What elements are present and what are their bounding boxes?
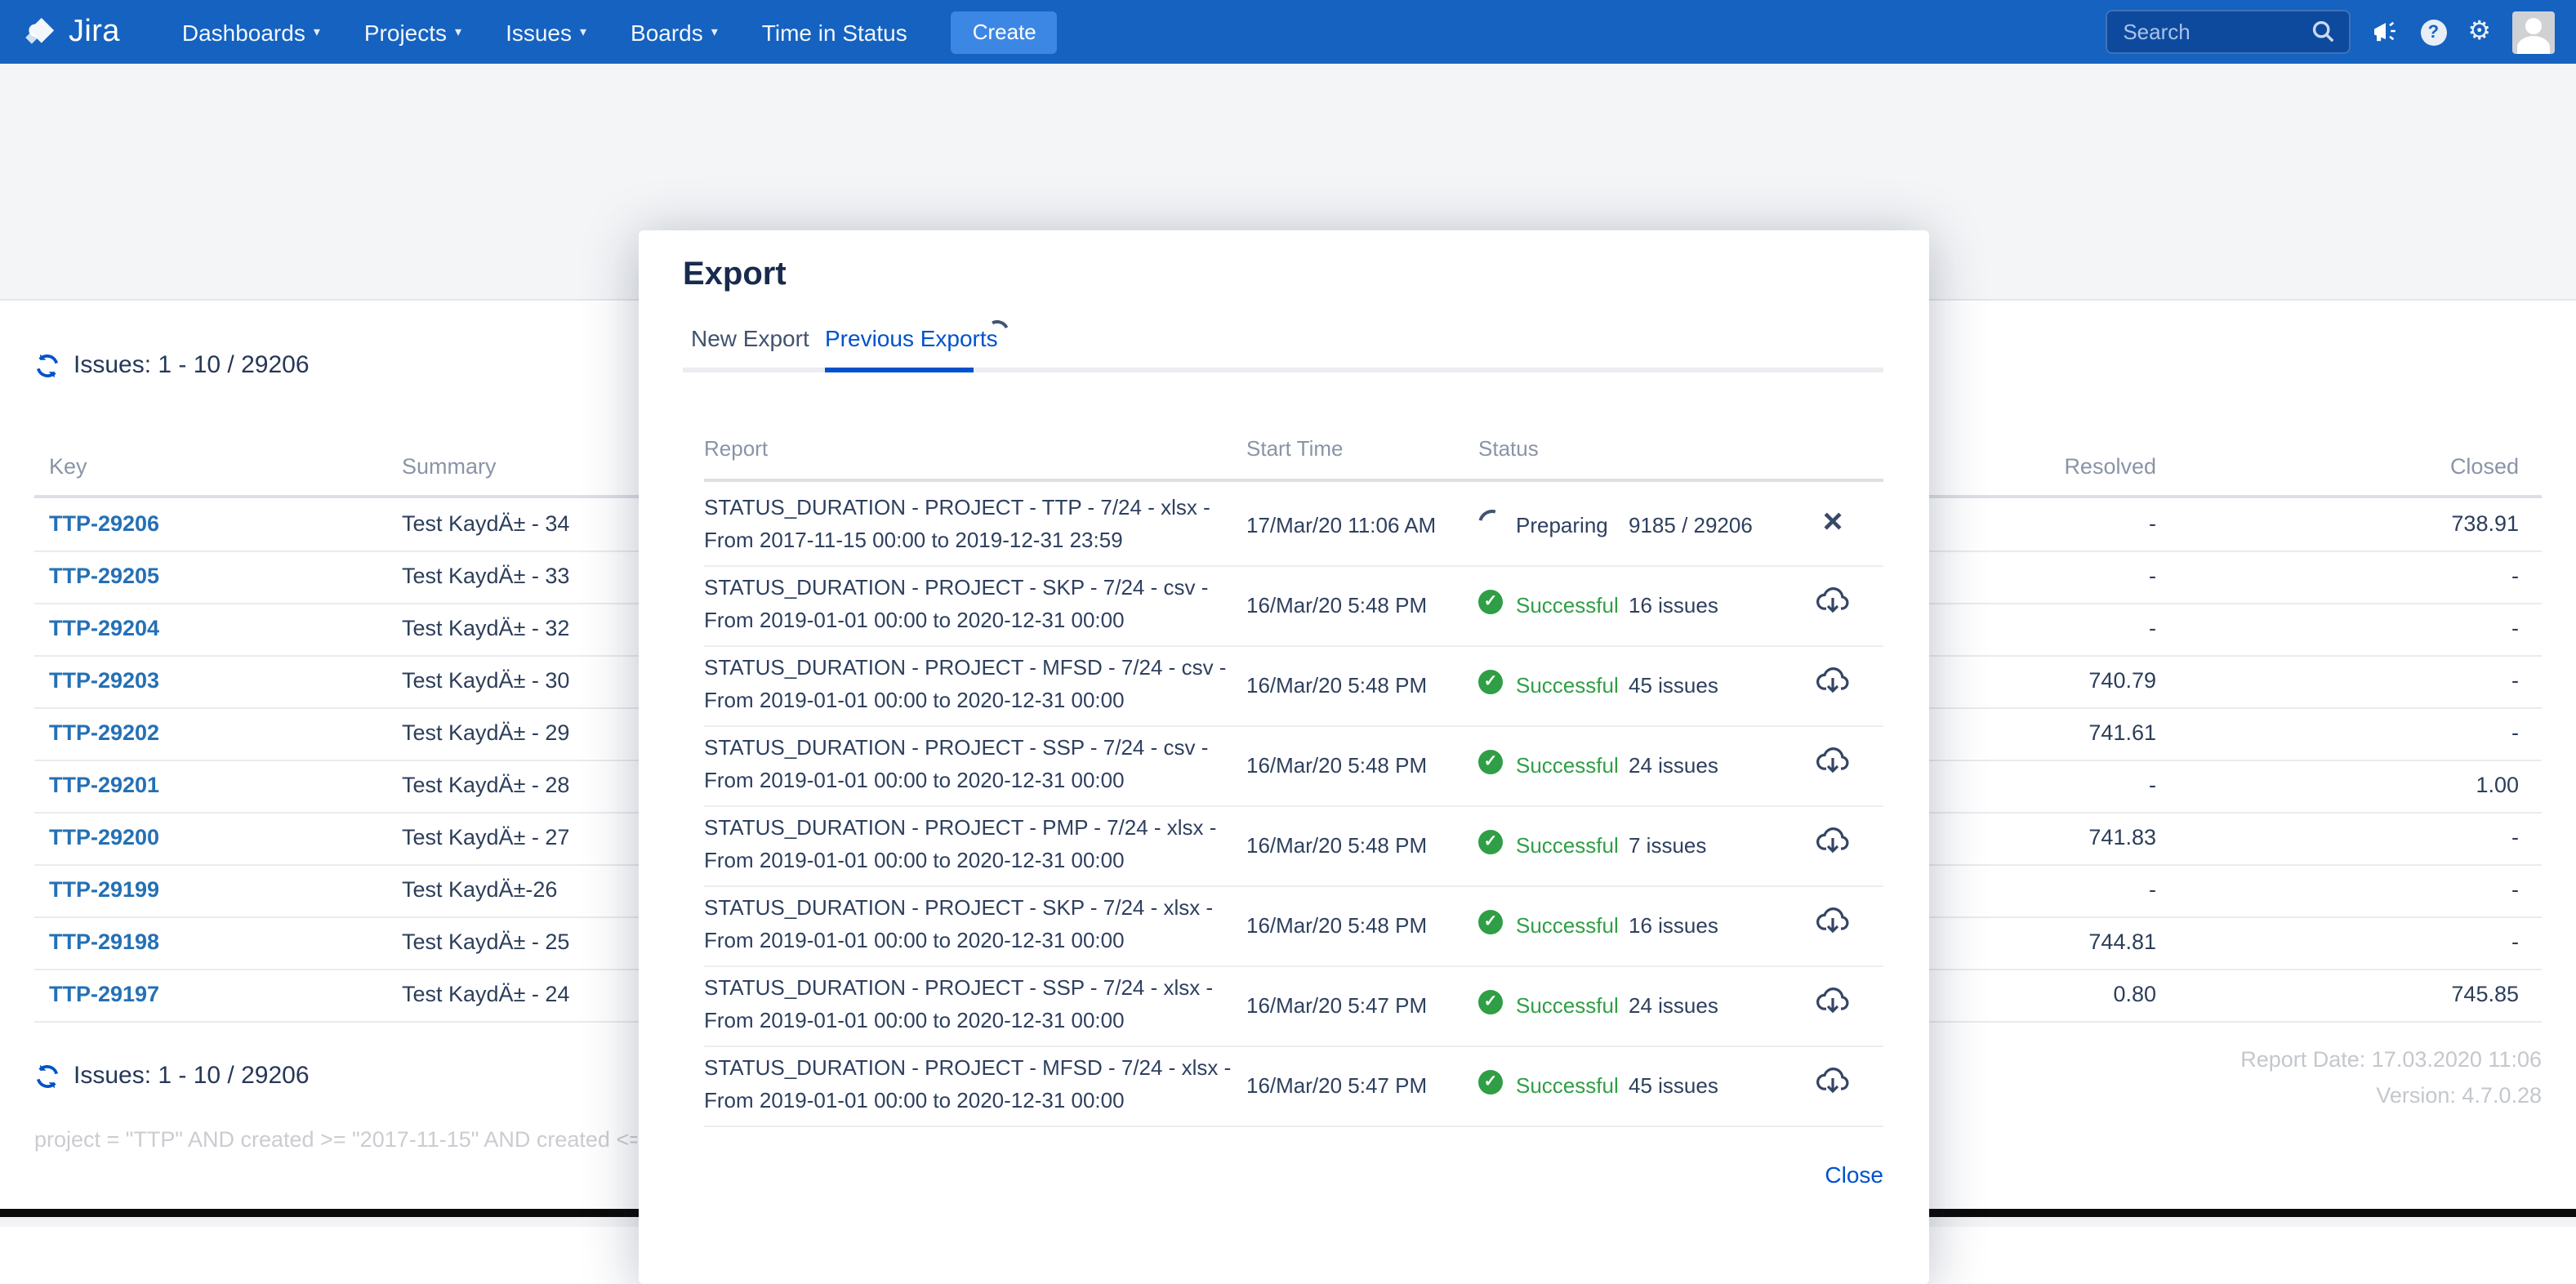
top-nav: Jira Dashboards ▾ Projects ▾ Issues ▾ Board… bbox=[0, 0, 2576, 64]
chevron-down-icon: ▾ bbox=[455, 24, 462, 38]
export-row: STATUS_DURATION - PROJECT - PMP - 7/24 -… bbox=[704, 805, 1883, 887]
success-check-icon: ✓ bbox=[1478, 670, 1503, 694]
success-check-icon: ✓ bbox=[1478, 750, 1503, 774]
download-export-icon[interactable] bbox=[1812, 1065, 1854, 1103]
nav-item-time-in-status[interactable]: Time in Status bbox=[761, 19, 907, 45]
issue-key-link[interactable]: TTP-29204 bbox=[49, 616, 160, 640]
nav-menu: Dashboards ▾ Projects ▾ Issues ▾ Boards ▾ Ti… bbox=[182, 19, 907, 45]
export-row: STATUS_DURATION - PROJECT - SSP - 7/24 -… bbox=[704, 965, 1883, 1047]
cancel-export-icon[interactable]: × bbox=[1822, 503, 1843, 541]
issue-count: 24 issues bbox=[1629, 753, 1718, 778]
issue-key-link[interactable]: TTP-29200 bbox=[49, 825, 160, 849]
export-row: STATUS_DURATION - PROJECT - SKP - 7/24 -… bbox=[704, 885, 1883, 967]
download-export-icon[interactable] bbox=[1812, 905, 1854, 943]
status-label: Successful bbox=[1516, 593, 1619, 617]
success-check-icon: ✓ bbox=[1478, 590, 1503, 614]
export-row: STATUS_DURATION - PROJECT - SSP - 7/24 -… bbox=[704, 725, 1883, 807]
export-row: STATUS_DURATION - PROJECT - MFSD - 7/24 … bbox=[704, 1045, 1883, 1127]
status-label: Successful bbox=[1516, 833, 1619, 858]
nav-settings-gear-icon[interactable]: ⚙ bbox=[2467, 17, 2491, 45]
tab-previous-exports[interactable]: Previous Exports bbox=[825, 325, 998, 351]
issue-count: 7 issues bbox=[1629, 833, 1707, 858]
status-label: Successful bbox=[1516, 1073, 1619, 1098]
export-header-divider bbox=[704, 479, 1883, 482]
user-avatar[interactable] bbox=[2512, 11, 2555, 53]
jira-time-in-status-page: Jira Dashboards ▾ Projects ▾ Issues ▾ Board… bbox=[0, 0, 2576, 1227]
nav-right-cluster: Search ? ⚙ bbox=[2105, 0, 2555, 64]
create-button[interactable]: Create bbox=[951, 11, 1058, 53]
table-row: TTP-29198 Test KaydÄ± - 25 744.81- bbox=[34, 916, 2542, 970]
issues-count-label: Issues: 1 - 10 / 29206 bbox=[74, 351, 310, 379]
nav-item-issues[interactable]: Issues ▾ bbox=[506, 19, 587, 45]
export-row: STATUS_DURATION - PROJECT - MFSD - 7/24 … bbox=[704, 645, 1883, 727]
version-label: Version: 4.7.0.28 bbox=[2376, 1083, 2542, 1108]
status-progress: 9185 / 29206 bbox=[1629, 513, 1753, 537]
issue-key-link[interactable]: TTP-29205 bbox=[49, 564, 160, 588]
close-modal-button[interactable]: Close bbox=[1825, 1161, 1883, 1188]
success-check-icon: ✓ bbox=[1478, 990, 1503, 1014]
issue-count: 45 issues bbox=[1629, 673, 1718, 698]
chevron-down-icon: ▾ bbox=[580, 24, 587, 38]
issue-count: 45 issues bbox=[1629, 1073, 1718, 1098]
issue-key-link[interactable]: TTP-29199 bbox=[49, 877, 160, 902]
issues-count-label-bottom: Issues: 1 - 10 / 29206 bbox=[74, 1062, 310, 1090]
nav-item-projects[interactable]: Projects ▾ bbox=[363, 19, 462, 45]
status-label: Successful bbox=[1516, 753, 1619, 778]
jira-logo-text: Jira bbox=[69, 14, 120, 48]
issue-count: 16 issues bbox=[1629, 593, 1718, 617]
announcement-icon[interactable] bbox=[2371, 20, 2399, 44]
download-export-icon[interactable] bbox=[1812, 745, 1854, 782]
issue-key-link[interactable]: TTP-29201 bbox=[49, 773, 160, 797]
jql-query-text: project = "TTP" AND created >= "2017-11-… bbox=[34, 1127, 637, 1152]
export-column-report: Report bbox=[704, 436, 769, 461]
refresh-icon[interactable] bbox=[34, 353, 60, 379]
status-label: Successful bbox=[1516, 913, 1619, 938]
column-header-summary: Summary bbox=[402, 454, 497, 479]
table-row: TTP-29202 Test KaydÄ± - 29 741.61- bbox=[34, 707, 2542, 761]
success-check-icon: ✓ bbox=[1478, 830, 1503, 854]
refresh-icon[interactable] bbox=[34, 1063, 60, 1090]
modal-title: Export bbox=[683, 256, 787, 292]
issue-key-link[interactable]: TTP-29202 bbox=[49, 720, 160, 745]
export-column-start-time: Start Time bbox=[1246, 436, 1344, 461]
tab-divider bbox=[683, 368, 1883, 372]
download-export-icon[interactable] bbox=[1812, 585, 1854, 622]
column-header-closed: Closed bbox=[2449, 454, 2519, 479]
download-export-icon[interactable] bbox=[1812, 985, 1854, 1023]
success-check-icon: ✓ bbox=[1478, 910, 1503, 934]
tab-new-export[interactable]: New Export bbox=[691, 325, 809, 351]
report-date-label: Report Date: 17.03.2020 11:06 bbox=[2240, 1047, 2542, 1072]
chevron-down-icon: ▾ bbox=[313, 24, 320, 38]
column-header-resolved: Resolved bbox=[2064, 454, 2156, 479]
nav-item-dashboards[interactable]: Dashboards ▾ bbox=[181, 19, 320, 45]
issue-count: 24 issues bbox=[1629, 993, 1718, 1018]
status-label: Preparing bbox=[1516, 513, 1608, 537]
jira-logo-icon bbox=[25, 17, 55, 44]
export-modal: Export New Export Previous Exports Repor… bbox=[639, 230, 1929, 1284]
search-icon bbox=[2312, 20, 2333, 42]
help-icon[interactable]: ? bbox=[2420, 19, 2447, 45]
active-tab-indicator bbox=[825, 368, 974, 372]
column-header-key: Key bbox=[49, 454, 87, 479]
success-check-icon: ✓ bbox=[1478, 1070, 1503, 1095]
preparing-spinner bbox=[1473, 504, 1512, 543]
download-export-icon[interactable] bbox=[1812, 825, 1854, 863]
export-row: STATUS_DURATION - PROJECT - TTP - 7/24 -… bbox=[704, 485, 1883, 567]
issue-count: 16 issues bbox=[1629, 913, 1718, 938]
status-label: Successful bbox=[1516, 993, 1619, 1018]
download-export-icon[interactable] bbox=[1812, 665, 1854, 702]
jira-logo[interactable]: Jira bbox=[23, 14, 120, 50]
issue-key-link[interactable]: TTP-29203 bbox=[49, 668, 160, 693]
issue-key-link[interactable]: TTP-29197 bbox=[49, 982, 160, 1006]
export-column-status: Status bbox=[1478, 436, 1539, 461]
search-input[interactable]: Search bbox=[2105, 10, 2351, 54]
export-row: STATUS_DURATION - PROJECT - SKP - 7/24 -… bbox=[704, 565, 1883, 647]
search-placeholder: Search bbox=[2123, 20, 2190, 44]
issue-key-link[interactable]: TTP-29198 bbox=[49, 930, 160, 954]
chevron-down-icon: ▾ bbox=[711, 24, 718, 38]
nav-item-boards[interactable]: Boards ▾ bbox=[631, 19, 718, 45]
status-label: Successful bbox=[1516, 673, 1619, 698]
issue-key-link[interactable]: TTP-29206 bbox=[49, 511, 160, 536]
